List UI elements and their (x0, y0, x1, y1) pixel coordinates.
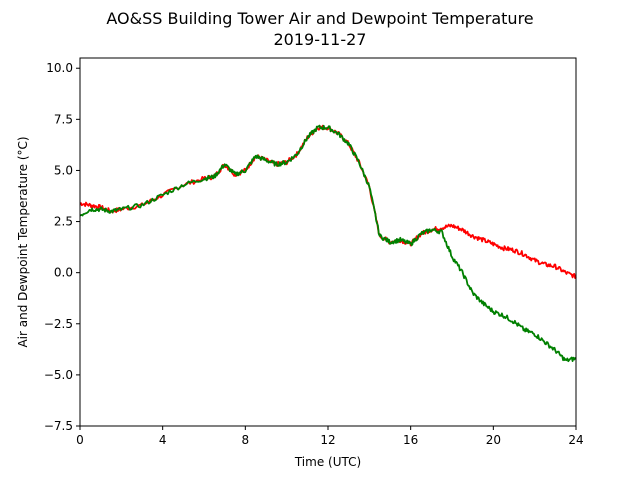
y-tick-label: 7.5 (54, 112, 73, 126)
y-tick-label: 5.0 (54, 163, 73, 177)
y-tick-label: 2.5 (54, 215, 73, 229)
x-tick-label: 4 (159, 433, 167, 447)
y-tick-label: −2.5 (44, 317, 73, 331)
x-tick-label: 24 (568, 433, 583, 447)
x-tick-label: 20 (486, 433, 501, 447)
x-tick-label: 16 (403, 433, 418, 447)
y-tick-label: −5.0 (44, 368, 73, 382)
chart-title: AO&SS Building Tower Air and Dewpoint Te… (106, 9, 533, 28)
chart-subtitle: 2019-11-27 (274, 30, 367, 49)
y-axis: −7.5 −5.0 −2.5 0.0 2.5 5.0 7.5 10.0 (44, 61, 80, 433)
x-tick-label: 0 (76, 433, 84, 447)
plot-area (80, 58, 576, 426)
series-layer (79, 124, 577, 363)
x-tick-label: 8 (242, 433, 250, 447)
y-tick-label: −7.5 (44, 419, 73, 433)
series-line-1 (79, 124, 577, 363)
y-tick-label: 0.0 (54, 266, 73, 280)
x-axis-label: Time (UTC) (294, 455, 361, 469)
x-tick-label: 12 (320, 433, 335, 447)
y-tick-label: 10.0 (46, 61, 73, 75)
y-axis-label: Air and Dewpoint Temperature (°C) (16, 136, 30, 347)
plot-frame (79, 57, 577, 427)
x-axis: 0 4 8 12 16 20 24 (76, 426, 584, 447)
